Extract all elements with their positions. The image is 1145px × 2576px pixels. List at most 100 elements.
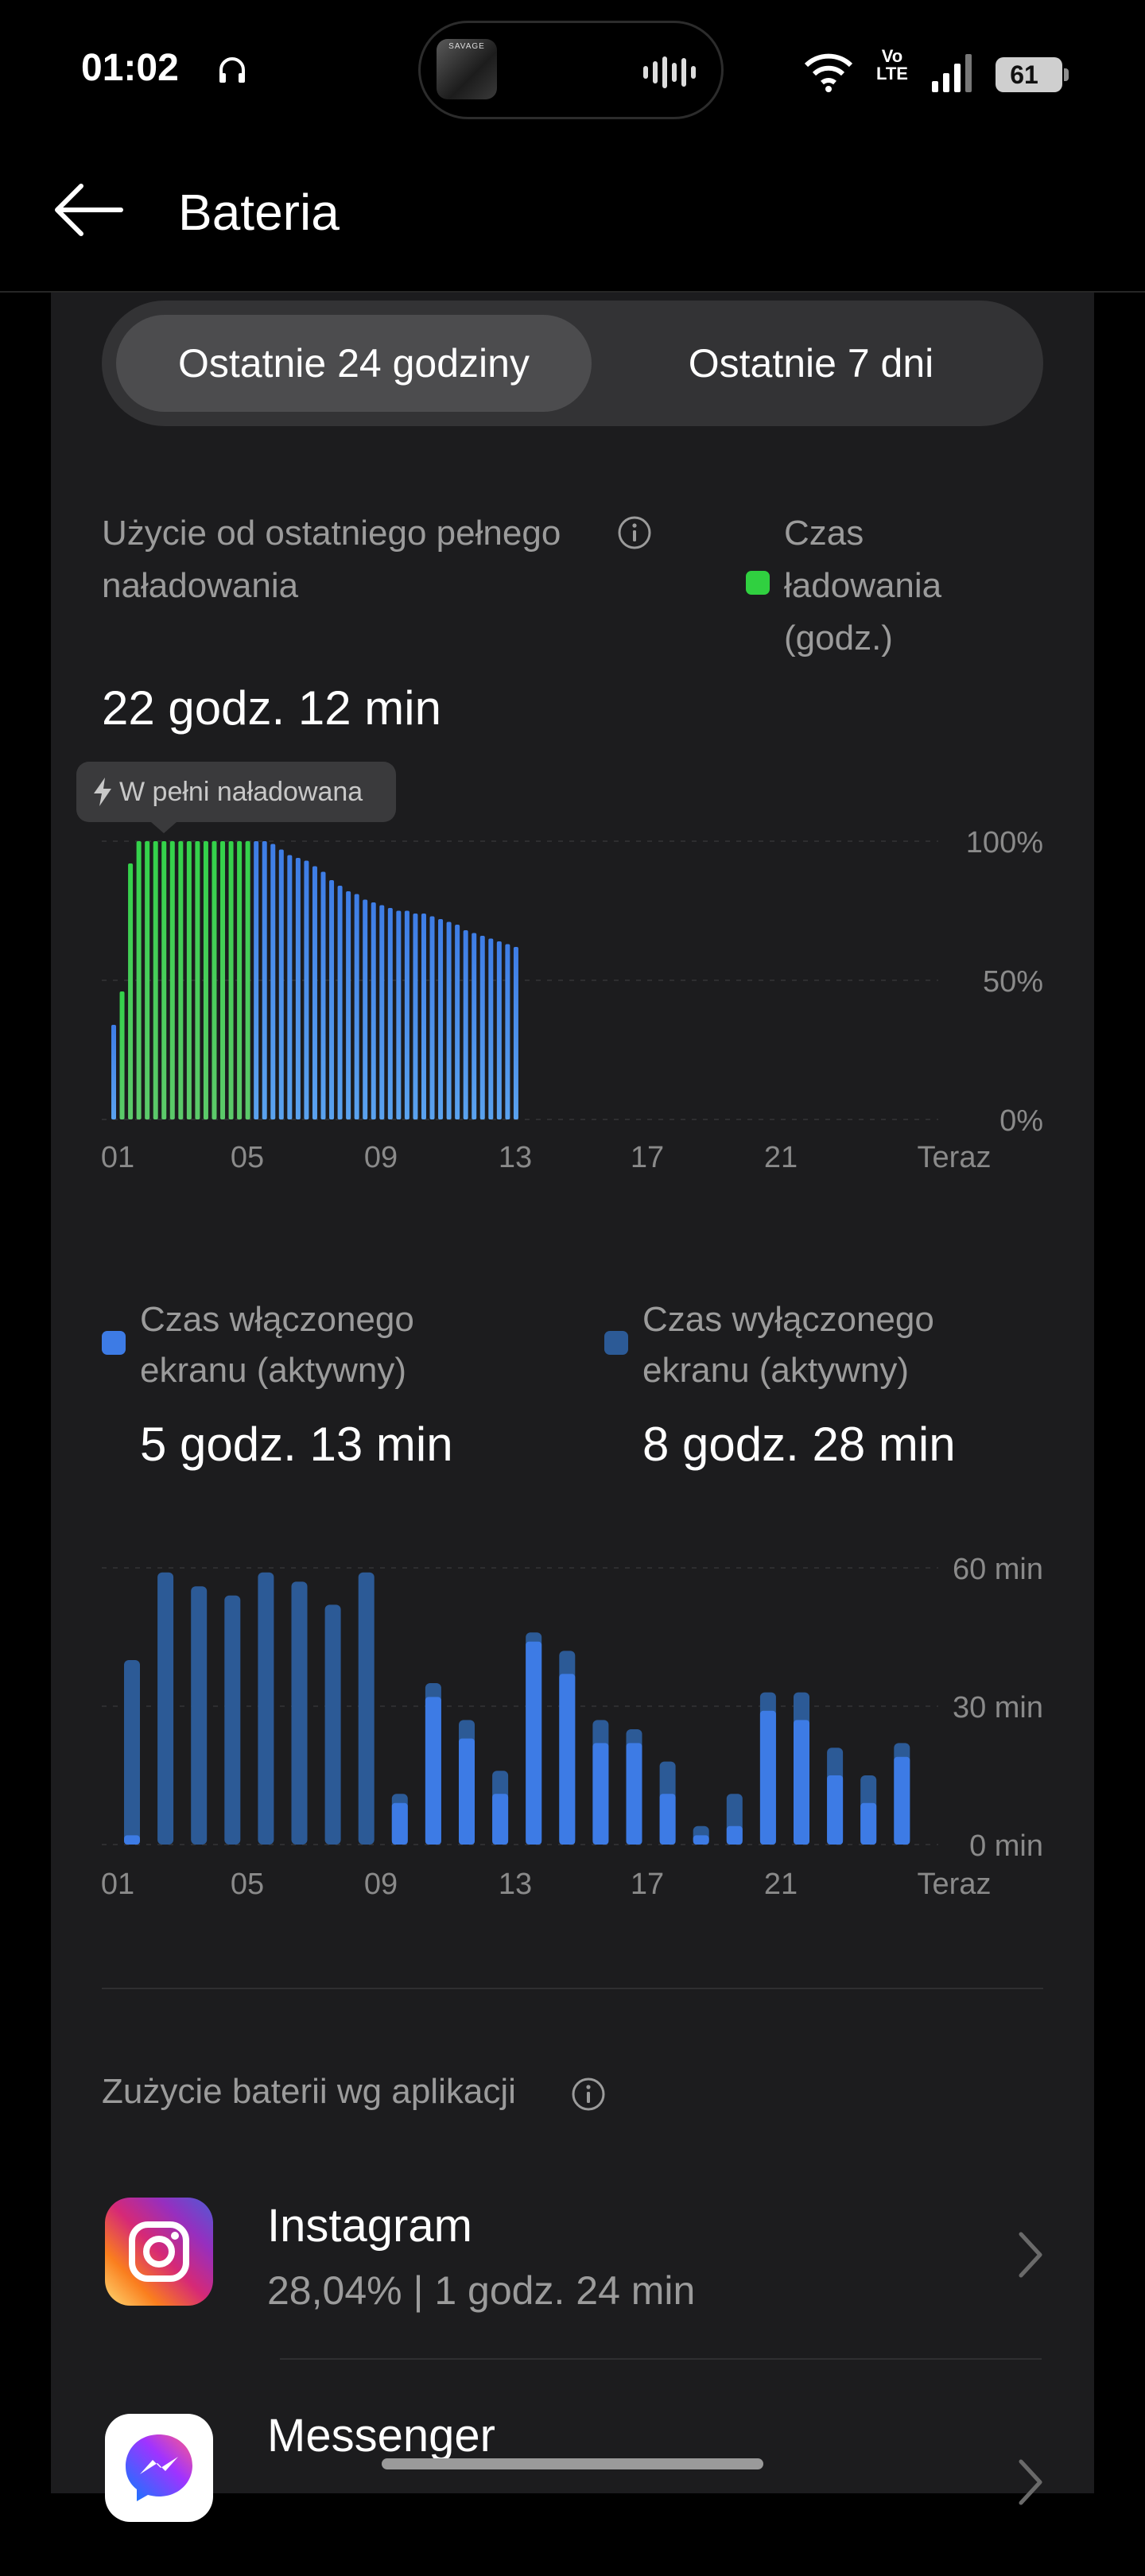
screen-on-bar: [860, 1802, 877, 1845]
battery-level-bar: [337, 886, 343, 1119]
x-tick-label: 13: [499, 1868, 532, 1901]
volte-top: Vo: [881, 46, 903, 66]
battery-level-bar: [270, 844, 276, 1119]
x-tick-label: 01: [101, 1868, 134, 1901]
charging-bar: [212, 841, 217, 1119]
volte-bottom: LTE: [876, 64, 908, 83]
signal-icon: [932, 54, 972, 92]
screen-off-bar: [191, 1586, 208, 1845]
screen-time-chart: 01 05 09 13 17 21 Teraz 60 min 30 min 0 min: [101, 1553, 1043, 1901]
battery-level-bar: [396, 910, 402, 1119]
screen-on-bar: [659, 1794, 676, 1845]
battery-level-bar: [304, 860, 309, 1119]
battery-card: [51, 293, 1094, 2493]
screen-off-bar: [358, 1572, 375, 1845]
screen-on-bar: [124, 1835, 140, 1845]
screen-off-legend-label: Czas wyłączonego ekranu (aktywny): [642, 1300, 934, 1390]
app-usage-stat: 28,04% | 1 godz. 24 min: [267, 2268, 696, 2313]
info-icon[interactable]: [571, 2077, 606, 2112]
battery-level-bar: [262, 841, 267, 1119]
battery-level-bar: [421, 914, 426, 1119]
screen-on-bar: [827, 1775, 844, 1845]
x-tick-label: 13: [499, 1141, 532, 1174]
volte-indicator: Vo LTE: [875, 48, 910, 83]
waveform-icon: [643, 56, 696, 88]
battery-level-chart: 01 05 09 13 17 21 Teraz 100% 50% 0%: [101, 826, 1043, 1174]
home-indicator[interactable]: [382, 2458, 763, 2469]
tooltip-arrow: [151, 822, 177, 833]
screen-on-bar: [492, 1794, 509, 1845]
battery-level-bar: [413, 914, 418, 1119]
charging-legend-swatch: [746, 571, 770, 595]
x-tick-label: 05: [231, 1868, 264, 1901]
app-name: Instagram: [267, 2200, 472, 2252]
screen-off-bar: [291, 1581, 308, 1845]
charging-bar: [178, 841, 184, 1119]
x-tick-label: 17: [631, 1141, 664, 1174]
row-divider: [280, 2358, 1042, 2360]
screen-off-value: 8 godz. 28 min: [642, 1418, 956, 1471]
screen-off-bar: [224, 1595, 241, 1845]
usage-since-full-charge-label: Użycie od ostatniego pełnego naładowania: [102, 514, 561, 605]
battery-level-bar: [472, 933, 477, 1119]
screen-on-legend-swatch: [102, 1331, 126, 1355]
screen-on-bar: [794, 1720, 809, 1845]
app-row-messenger[interactable]: Messenger: [51, 2369, 1094, 2576]
screen-on-bar: [759, 1710, 776, 1845]
charging-bar: [220, 841, 226, 1119]
x-tick-label: 17: [631, 1868, 664, 1901]
battery-level-bar: [312, 866, 317, 1119]
battery-level-bar: [320, 871, 326, 1119]
tab-last-24-hours[interactable]: Ostatnie 24 godziny: [116, 315, 592, 412]
battery-level-bar: [404, 910, 409, 1119]
screen-off-bar: [324, 1604, 341, 1845]
battery-level-bar: [455, 925, 460, 1119]
tooltip-text: W pełni naładowana: [119, 777, 363, 807]
battery-level-bar: [429, 916, 435, 1119]
screen-on-bar: [526, 1641, 542, 1845]
section-divider: [102, 1988, 1043, 1989]
screen-on-bar: [592, 1743, 609, 1845]
app-row-instagram[interactable]: Instagram 28,04% | 1 godz. 24 min: [51, 2151, 1094, 2358]
tab-last-7-days[interactable]: Ostatnie 7 dni: [688, 341, 934, 386]
info-icon[interactable]: [617, 515, 652, 550]
battery-level-bar: [346, 891, 351, 1119]
screen-off-legend-swatch: [604, 1331, 628, 1355]
app-name: Messenger: [267, 2410, 495, 2462]
chevron-right-icon: [1019, 2232, 1042, 2278]
charging-bar: [153, 841, 158, 1119]
battery-level-bar: [505, 944, 510, 1119]
x-tick-label: 21: [764, 1141, 798, 1174]
x-tick-label: Teraz: [918, 1141, 992, 1174]
instagram-glyph: [129, 2221, 189, 2282]
battery-level-bar: [329, 880, 335, 1119]
battery-level-bar: [371, 902, 376, 1119]
now-playing-island[interactable]: SAVAGE: [418, 21, 724, 119]
battery-level-bar: [379, 905, 385, 1119]
headphones-icon: [219, 57, 245, 83]
x-tick-label: 21: [764, 1868, 798, 1901]
battery-level-bar: [438, 919, 444, 1119]
x-tick-label: 05: [231, 1141, 264, 1174]
instagram-icon: [105, 2198, 213, 2306]
chevron-right-icon: [1019, 2459, 1042, 2505]
page-title: Bateria: [178, 184, 340, 241]
charging-bar: [161, 841, 167, 1119]
battery-level-bar: [363, 899, 368, 1119]
battery-level-bar: [111, 1025, 116, 1119]
battery-level-bar: [479, 936, 485, 1119]
arrow-left-icon[interactable]: [52, 181, 124, 239]
charging-bar: [186, 841, 192, 1119]
album-art-text: SAVAGE: [448, 42, 485, 51]
screen-off-bar: [124, 1660, 140, 1845]
screen-on-bar: [391, 1802, 408, 1845]
screen-on-legend-label: Czas włączonego ekranu (aktywny): [140, 1300, 414, 1390]
battery-icon: 61: [996, 57, 1069, 92]
charging-bar: [195, 841, 200, 1119]
battery-level-bar: [278, 849, 284, 1119]
screen-on-bar: [559, 1674, 576, 1845]
y-tick-label: 100%: [966, 826, 1043, 859]
app-usage-heading: Zużycie baterii wg aplikacji: [102, 2072, 516, 2111]
charging-bar: [169, 841, 175, 1119]
messenger-glyph: [126, 2434, 192, 2501]
